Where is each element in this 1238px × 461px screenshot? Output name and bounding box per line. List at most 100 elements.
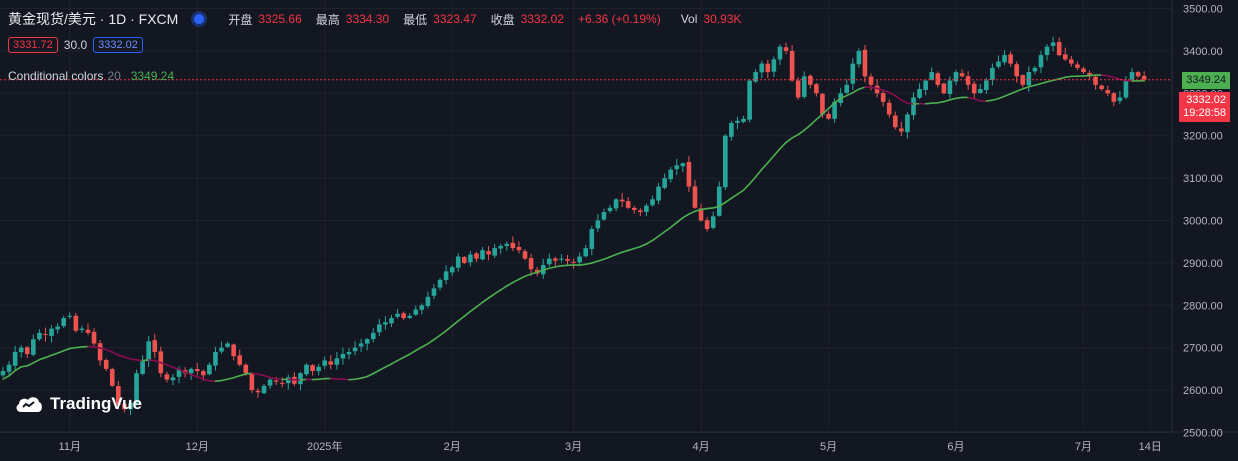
candle — [407, 313, 412, 319]
x-tick-label: 4月 — [692, 441, 709, 453]
sell-button[interactable]: 3331.72 — [8, 37, 58, 53]
candle — [990, 63, 995, 86]
candle — [510, 236, 516, 252]
indicator-length: 20 — [107, 69, 121, 83]
ma-segment — [135, 359, 144, 362]
ma-segment — [1003, 92, 1012, 98]
candle — [1117, 91, 1123, 105]
ma-segment — [536, 269, 545, 273]
candle — [674, 158, 680, 176]
ma-segment — [584, 262, 593, 266]
candle — [194, 362, 200, 376]
ma-segment — [882, 89, 891, 94]
ma-segment — [263, 374, 271, 379]
candle — [55, 323, 60, 334]
ma-segment — [809, 118, 818, 126]
candle — [6, 361, 12, 376]
ma-segment — [202, 378, 211, 382]
open-value: 3325.66 — [258, 12, 302, 26]
y-tick-label: 3100.00 — [1183, 173, 1223, 185]
ma-segment — [1015, 88, 1024, 93]
x-tick-label: 3月 — [565, 441, 582, 453]
candle — [504, 241, 510, 251]
candle — [941, 82, 947, 95]
candle — [255, 388, 261, 398]
ma-segment — [257, 373, 265, 377]
high-value: 3334.30 — [345, 12, 390, 26]
ma-segment — [38, 356, 47, 361]
candle — [765, 59, 771, 79]
ma-segment — [366, 372, 375, 378]
buy-button[interactable]: 3332.02 — [93, 37, 143, 53]
ma-segment — [451, 320, 460, 327]
candle — [644, 203, 649, 217]
y-tick-label: 2800.00 — [1183, 300, 1223, 312]
ma-segment — [845, 91, 854, 97]
candle — [1069, 55, 1074, 67]
ma-segment — [718, 201, 727, 208]
candle — [395, 309, 400, 319]
candle — [267, 378, 273, 389]
candle — [631, 206, 637, 214]
candle — [237, 349, 243, 367]
ma-segment — [493, 289, 502, 295]
ma-segment — [900, 99, 909, 104]
candle — [146, 335, 151, 367]
market-status-icon — [194, 14, 205, 24]
ma-segment — [129, 358, 138, 361]
candle — [959, 69, 965, 78]
candle — [377, 318, 382, 337]
ma-segment — [14, 366, 23, 372]
ma-segment — [821, 107, 830, 115]
candle — [540, 258, 546, 279]
candle — [188, 367, 194, 381]
ma-segment — [1046, 79, 1054, 83]
ma-segment — [657, 230, 666, 237]
ma-price-tag-value: 3349.24 — [1186, 74, 1226, 86]
candle — [971, 81, 977, 100]
candle — [358, 338, 364, 353]
candle — [231, 343, 236, 361]
ma-segment — [141, 359, 150, 362]
x-tick-label: 12月 — [186, 441, 209, 453]
candle — [91, 328, 97, 346]
candle — [680, 162, 686, 173]
ma-segment — [251, 372, 259, 376]
indicator-legend[interactable]: Conditional colors 20 3349.24 — [8, 69, 174, 83]
candle — [316, 363, 321, 376]
candle — [789, 44, 795, 83]
ma-segment — [712, 205, 721, 209]
ma-segment — [730, 193, 739, 199]
x-tick-label: 2025年 — [307, 439, 342, 453]
ma-segment — [390, 359, 399, 365]
ma-segment — [833, 97, 842, 104]
close-value: 3332.02 — [520, 12, 564, 26]
candle — [1099, 84, 1104, 91]
symbol-title[interactable]: 黄金现货/美元 · 1D · FXCM — [8, 11, 179, 27]
candle — [1026, 66, 1032, 92]
ma-segment — [651, 235, 660, 242]
ma-segment — [220, 378, 229, 382]
candle — [704, 217, 710, 232]
candle — [619, 193, 625, 208]
ma-price-tag: 3349.24 — [1182, 72, 1230, 89]
vol-label: Vol — [680, 12, 698, 26]
candle — [723, 134, 728, 191]
last-price-tag: 3332.02 19:28:58 — [1179, 92, 1230, 122]
cloud-logo-icon — [16, 397, 42, 412]
candle — [1014, 61, 1019, 83]
candle — [1075, 61, 1080, 71]
ma-segment — [354, 377, 362, 381]
ma-segment — [906, 102, 915, 105]
ma-segment — [1021, 85, 1030, 90]
ma-segment — [457, 315, 466, 322]
ma-segment — [548, 266, 557, 270]
candle — [285, 374, 291, 390]
candle — [73, 312, 79, 333]
y-tick-label: 3200.00 — [1183, 131, 1223, 143]
ma-segment — [627, 247, 636, 252]
candle — [370, 328, 376, 343]
candle — [85, 323, 91, 336]
ma-segment — [499, 285, 508, 291]
